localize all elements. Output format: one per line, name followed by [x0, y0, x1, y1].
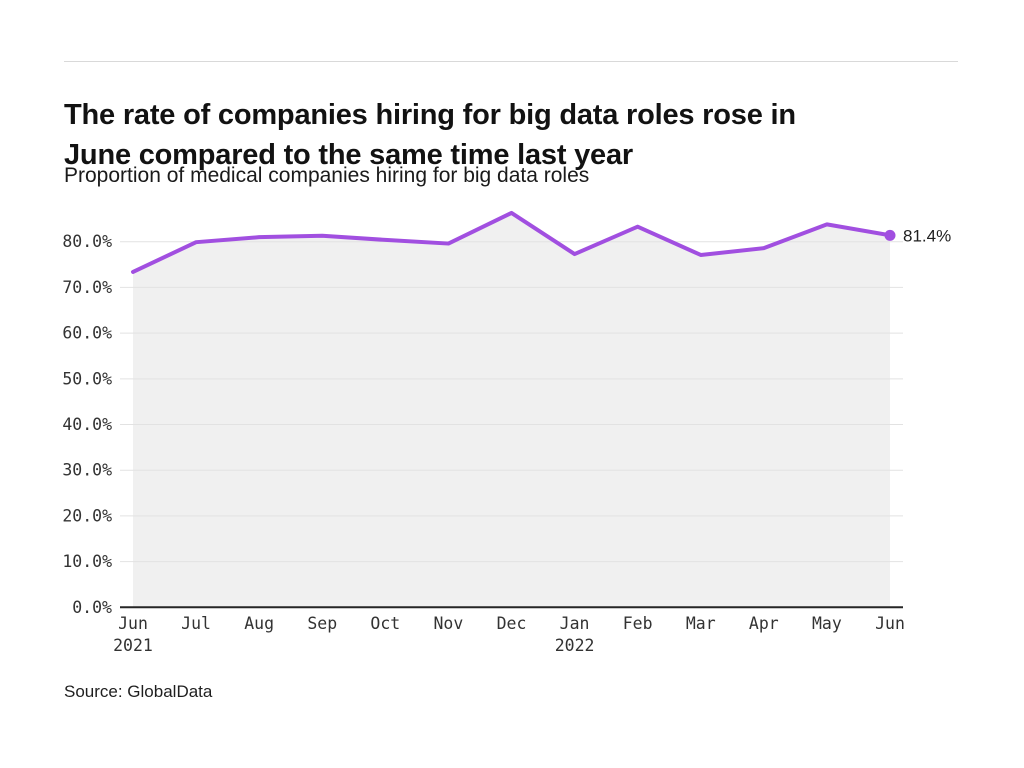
x-axis-tick-label: Jun — [118, 614, 148, 633]
y-axis-tick-label: 0.0% — [72, 598, 112, 617]
header-divider — [64, 61, 958, 62]
series-line — [131, 210, 892, 274]
x-axis-tick-label: May — [812, 614, 842, 633]
x-axis-tick-label: Jun — [875, 614, 905, 633]
x-axis-tick-label: Oct — [370, 614, 400, 633]
x-axis-tick-label: Dec — [497, 614, 527, 633]
x-axis-tick-label: Aug — [244, 614, 274, 633]
page-title-line-1: The rate of companies hiring for big dat… — [64, 99, 796, 132]
x-axis-tick-label: Nov — [434, 614, 464, 633]
y-axis-tick-label: 20.0% — [62, 506, 112, 525]
x-axis-tick-label: Jan — [560, 614, 590, 633]
end-value-label: 81.4% — [903, 226, 951, 245]
page-title: The rate of companies hiring for big dat… — [64, 95, 944, 175]
x-axis-tick-label: Jul — [181, 614, 211, 633]
page-title-line-2: June compared to the same time last year — [64, 139, 633, 172]
y-axis-tick-label: 40.0% — [62, 415, 112, 434]
y-axis-tick-label: 30.0% — [62, 461, 112, 480]
x-axis-tick-label: Feb — [623, 614, 653, 633]
y-axis-tick-label: 50.0% — [62, 369, 112, 388]
x-axis-year-label: 2021 — [113, 636, 153, 655]
y-axis-tick-label: 70.0% — [62, 278, 112, 297]
x-axis-tick-label: Apr — [749, 614, 779, 633]
y-axis-tick-label: 10.0% — [62, 552, 112, 571]
x-axis-tick-label: Mar — [686, 614, 716, 633]
x-axis-year-label: 2022 — [555, 636, 595, 655]
series-area-fill — [133, 212, 890, 608]
chart-subtitle: Proportion of medical companies hiring f… — [64, 164, 590, 187]
y-axis-tick-label: 80.0% — [62, 232, 112, 251]
source-attribution: Source: GlobalData — [64, 682, 213, 701]
y-axis-tick-label: 60.0% — [62, 324, 112, 343]
end-point-dot — [884, 229, 896, 241]
x-axis-tick-label: Sep — [307, 614, 337, 633]
